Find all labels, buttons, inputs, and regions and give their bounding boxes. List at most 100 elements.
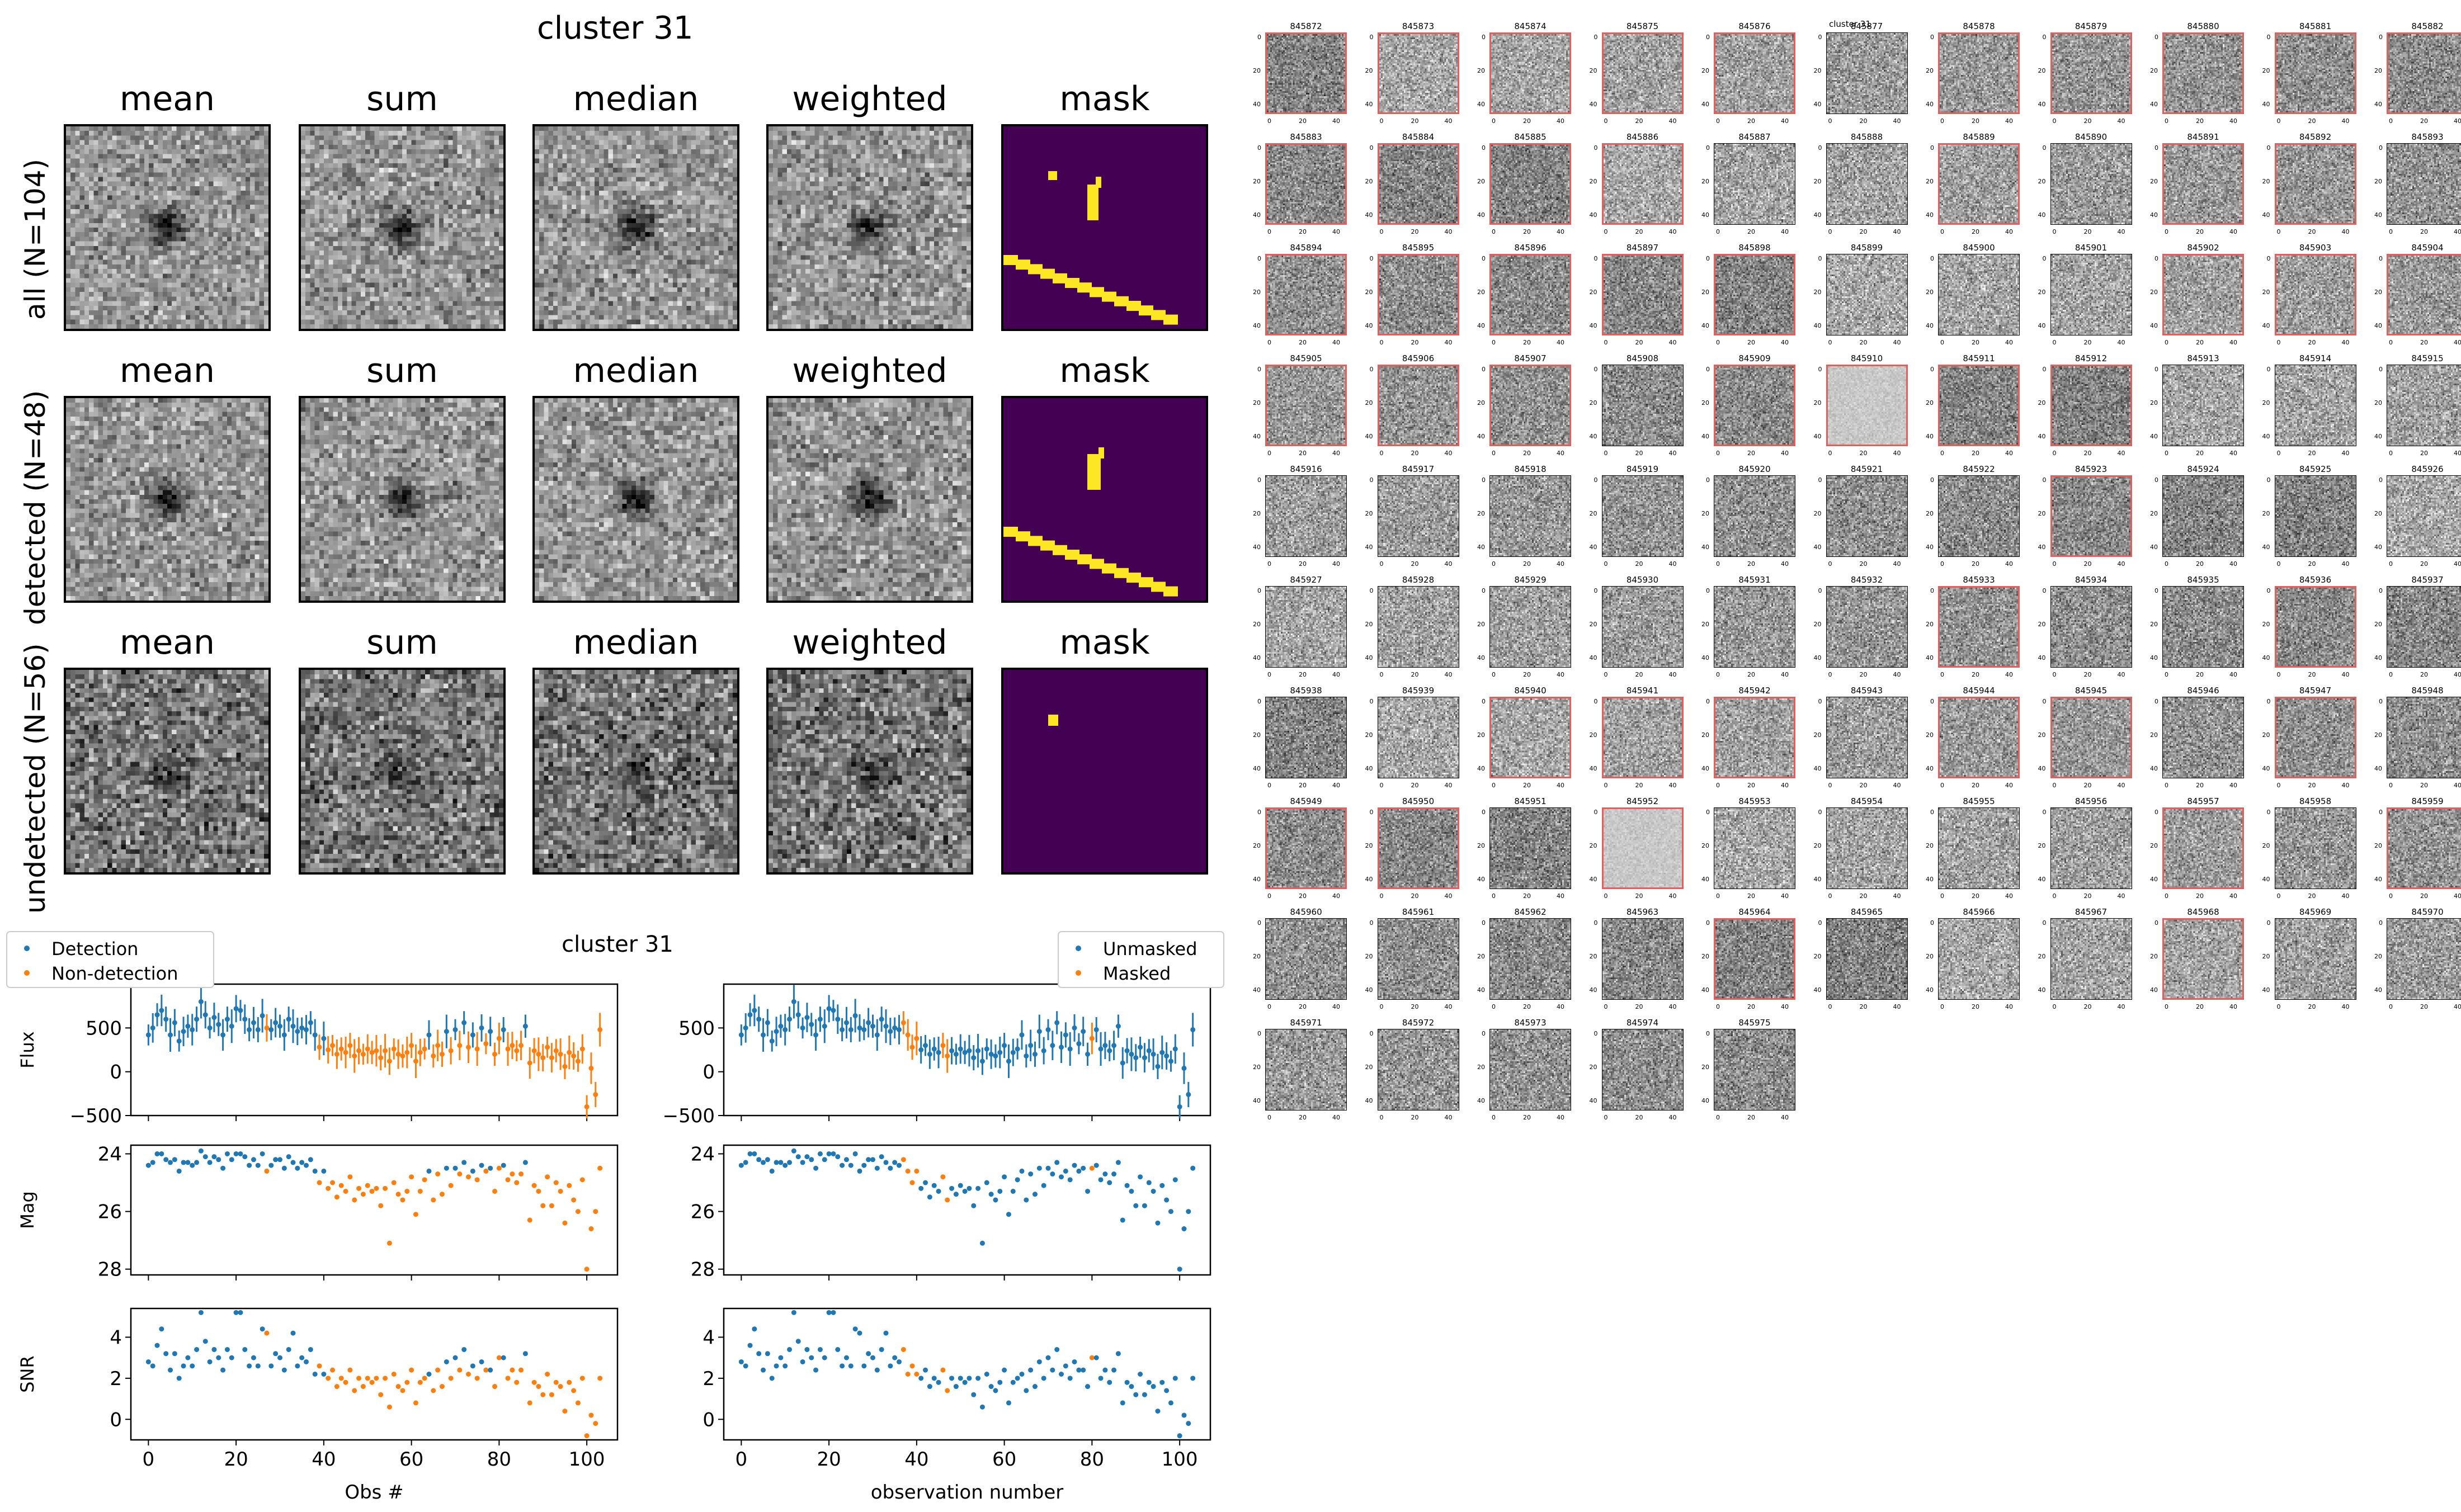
detection-point (172, 1020, 177, 1026)
nondetection-point (334, 1194, 340, 1200)
nondetection-point (347, 1367, 353, 1373)
thumbnail-cell: 845888 0 20 40 0 20 40 (1804, 132, 1916, 244)
thumbnail-xtick: 20 (1635, 1114, 1643, 1121)
unmasked-point (971, 1203, 977, 1208)
thumbnail-xtick: 20 (1859, 671, 1868, 678)
nondetection-point (536, 1384, 541, 1390)
thumbnail-image (1265, 143, 1347, 225)
unmasked-point (831, 1310, 836, 1315)
stack-image-mean (64, 668, 271, 875)
thumbnail-ytick: 20 (1813, 621, 1822, 628)
thumbnail-ytick: 20 (1477, 731, 1485, 739)
thumbnail-xtick: 20 (1411, 1114, 1419, 1121)
thumbnail-xtick: 40 (2454, 450, 2461, 457)
thumbnail-image (2387, 697, 2461, 778)
unmasked-point (1002, 1043, 1007, 1048)
detection-point (444, 1165, 449, 1171)
nondetection-point (369, 1050, 375, 1055)
unmasked-point (1045, 1355, 1051, 1360)
thumbnail-id: 845962 (1514, 907, 1547, 917)
unmasked-point (971, 1392, 977, 1397)
x-tick-label: 80 (1080, 1448, 1104, 1471)
thumbnail-xtick: 20 (1523, 1003, 1531, 1010)
thumbnail-ytick: 20 (1926, 510, 1934, 517)
detection-point (273, 1157, 279, 1163)
nondetection-point (439, 1384, 445, 1390)
thumbnail-xtick: 0 (2165, 892, 2168, 900)
x-tick-label: 20 (224, 1448, 248, 1471)
plot-axes (723, 1307, 1211, 1441)
thumbnail-id: 845941 (1626, 686, 1659, 696)
thumbnail-xtick: 20 (1523, 1114, 1531, 1121)
thumbnail-xtick: 0 (2389, 450, 2393, 457)
unmasked-point (1024, 1388, 1029, 1393)
thumbnail-ytick: 20 (2374, 399, 2382, 407)
thumbnail-xtick: 40 (1781, 1003, 1789, 1010)
thumbnail-xtick: 0 (2389, 117, 2393, 125)
thumbnail-ytick: 40 (1701, 322, 1709, 329)
nondetection-point (413, 1212, 418, 1217)
thumbnail-xtick: 0 (1379, 671, 1384, 678)
unmasked-point (988, 1384, 994, 1390)
thumbnail-xtick: 20 (1411, 560, 1419, 568)
mask-image (1001, 124, 1208, 331)
thumbnail-cell: 845926 0 20 40 0 20 40 (2364, 464, 2461, 576)
thumbnail-ytick: 20 (2150, 67, 2158, 74)
thumbnail-ytick: 20 (2262, 842, 2270, 849)
thumbnail-xtick: 0 (1267, 1114, 1271, 1121)
nondetection-point (343, 1050, 348, 1055)
thumbnail-ytick: 20 (2262, 67, 2270, 74)
y-axis-label: Mag (17, 1191, 38, 1229)
nondetection-point (448, 1048, 454, 1053)
unmasked-point (979, 1059, 985, 1064)
nondetection-point (330, 1180, 336, 1185)
thumbnail-id: 845934 (2075, 575, 2108, 585)
unmasked-point (918, 1047, 924, 1052)
x-tick-label: 0 (736, 1448, 748, 1471)
nondetection-point (492, 1384, 498, 1390)
thumbnail-cell: 845923 0 20 40 0 20 40 (2028, 464, 2140, 576)
nondetection-point (571, 1388, 577, 1393)
nondetection-point (553, 1379, 559, 1385)
unmasked-point (949, 1376, 955, 1381)
thumbnail-cell: 845933 0 20 40 0 20 40 (1916, 575, 2028, 687)
unmasked-point (984, 1372, 989, 1377)
y-tick-label: −500 (70, 1105, 122, 1127)
detection-point (211, 1015, 217, 1020)
thumbnail-xtick: 20 (2308, 117, 2316, 125)
thumbnail-xtick: 40 (2229, 671, 2237, 678)
thumbnail-xtick: 40 (2341, 671, 2350, 678)
detection-point (145, 1359, 151, 1364)
nondetection-point (409, 1367, 414, 1373)
nondetection-point (545, 1372, 550, 1377)
masked-point (945, 1388, 950, 1393)
legend-label: Unmasked (1103, 938, 1198, 960)
thumbnail-xtick: 0 (2389, 228, 2393, 235)
thumbnail-ytick: 0 (2266, 587, 2271, 594)
thumbnail-cell: 845894 0 20 40 0 20 40 (1243, 243, 1355, 355)
detection-point (216, 1022, 221, 1027)
thumbnail-image (1826, 807, 1908, 889)
unmasked-point (843, 1355, 849, 1360)
unmasked-point (826, 1310, 832, 1315)
thumbnail-xtick: 0 (2165, 560, 2168, 568)
nondetection-point (391, 1372, 397, 1377)
thumbnail-xtick: 40 (2341, 1003, 2350, 1010)
nondetection-point (584, 1267, 590, 1272)
stack-image-weighted (766, 124, 973, 331)
thumbnail-ytick: 20 (1365, 289, 1373, 296)
thumbnail-ytick: 0 (1369, 1030, 1374, 1037)
unmasked-point (1059, 1045, 1064, 1050)
unmasked-point (1164, 1197, 1170, 1203)
thumbnail-image (1826, 475, 1908, 557)
nondetection-point (474, 1046, 480, 1052)
thumbnail-xtick: 40 (2341, 117, 2350, 125)
nondetection-point (593, 1209, 598, 1215)
thumbnail-xtick: 40 (1668, 450, 1677, 457)
thumbnail-image (1377, 254, 1459, 336)
thumbnail-xtick: 20 (1635, 339, 1643, 346)
nondetection-point (391, 1180, 397, 1185)
unmasked-point (822, 1157, 827, 1163)
thumbnail-xtick: 40 (1444, 1003, 1453, 1010)
thumbnail-id: 845940 (1514, 686, 1547, 696)
